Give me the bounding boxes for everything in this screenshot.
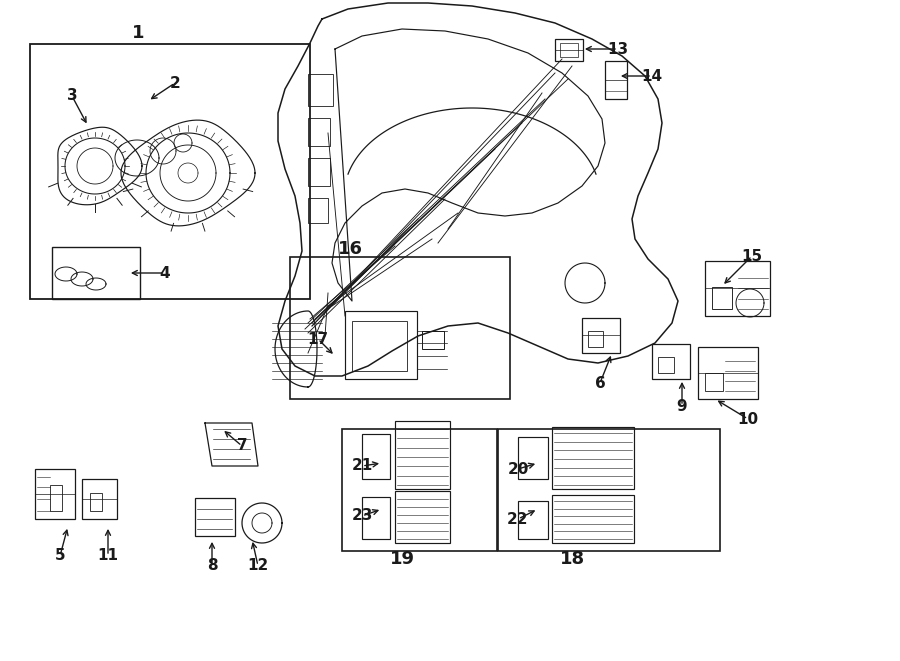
Bar	[698, 347, 758, 399]
Bar	[552, 427, 634, 489]
Bar	[555, 39, 583, 61]
Text: 4: 4	[159, 266, 170, 280]
Text: 10: 10	[737, 412, 759, 426]
Bar	[90, 493, 102, 511]
Text: 16: 16	[338, 240, 363, 258]
Text: 5: 5	[55, 549, 66, 563]
Bar	[352, 321, 407, 371]
Bar	[345, 311, 417, 379]
Bar	[35, 469, 75, 519]
Bar	[308, 158, 330, 186]
Text: 18: 18	[560, 550, 585, 568]
Bar	[518, 501, 548, 539]
Bar	[395, 421, 450, 489]
Bar	[658, 357, 674, 373]
Bar	[518, 437, 548, 479]
Bar	[342, 429, 497, 551]
Text: 22: 22	[508, 512, 529, 527]
Text: 2: 2	[169, 75, 180, 91]
Text: 19: 19	[390, 550, 415, 568]
Text: 15: 15	[742, 249, 762, 264]
Text: 9: 9	[677, 399, 688, 414]
Bar	[308, 198, 328, 223]
Bar	[605, 61, 627, 99]
Bar	[362, 497, 390, 539]
Bar	[308, 118, 330, 146]
Text: 23: 23	[351, 508, 373, 524]
Text: 7: 7	[237, 438, 248, 453]
Text: 12: 12	[248, 559, 268, 574]
Bar	[82, 479, 117, 519]
Text: 20: 20	[508, 461, 528, 477]
Bar	[50, 485, 62, 511]
Bar	[712, 287, 732, 309]
Text: 14: 14	[642, 69, 662, 83]
Text: 21: 21	[351, 459, 373, 473]
Bar	[652, 344, 690, 379]
Text: 3: 3	[67, 89, 77, 104]
Bar	[395, 491, 450, 543]
Bar	[582, 318, 620, 353]
Bar	[498, 429, 720, 551]
Bar	[588, 331, 603, 347]
Bar	[552, 495, 634, 543]
Bar	[362, 434, 390, 479]
Bar	[560, 43, 578, 57]
Bar	[30, 44, 310, 299]
Text: 11: 11	[97, 549, 119, 563]
Text: 1: 1	[131, 24, 144, 42]
Text: 8: 8	[207, 559, 217, 574]
Text: 6: 6	[595, 375, 606, 391]
Bar	[290, 257, 510, 399]
Bar	[308, 74, 333, 106]
Text: 17: 17	[308, 332, 328, 346]
Bar	[705, 261, 770, 316]
Bar	[705, 373, 723, 391]
Bar	[422, 331, 444, 349]
Bar	[195, 498, 235, 536]
Text: 13: 13	[608, 42, 628, 56]
Bar	[52, 247, 140, 299]
